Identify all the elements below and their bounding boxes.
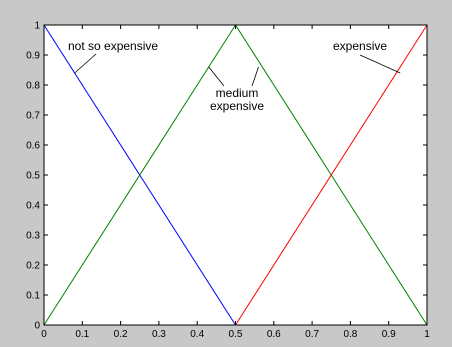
annotation-label: not so expensive (68, 39, 158, 53)
annotation-leader (251, 66, 259, 87)
y-tick-label: 1 (34, 21, 40, 32)
y-tick-label: 0.2 (26, 261, 40, 272)
y-tick-label: 0.9 (26, 51, 40, 62)
annotation-medium-expensive: medium expensive (208, 66, 264, 113)
x-tick-label: 0 (41, 329, 47, 340)
y-tick-label: 0.1 (26, 291, 40, 302)
annotation-label-line-1: medium (216, 86, 259, 100)
x-tick-label: 0.5 (229, 329, 243, 340)
x-tick-label: 0.9 (382, 329, 396, 340)
annotation-expensive: expensive (333, 39, 401, 74)
x-tick-label: 0.4 (190, 329, 204, 340)
annotation-label: expensive (333, 39, 387, 53)
y-tick-label: 0.6 (26, 141, 40, 152)
annotation-leader (359, 54, 401, 74)
x-tick-label: 0.2 (114, 329, 128, 340)
annotation-not-so-expensive: not so expensive (68, 39, 158, 74)
y-tick-label: 0.3 (26, 231, 40, 242)
x-tick-label: 0.1 (75, 329, 89, 340)
annotation-leader (74, 53, 97, 74)
y-tick-label: 0.5 (26, 171, 40, 182)
y-tick-label: 0.4 (26, 201, 40, 212)
plot-area (44, 25, 427, 325)
y-tick-label: 0.7 (26, 111, 40, 122)
annotation-leader (208, 66, 225, 87)
x-tick-label: 0.8 (343, 329, 357, 340)
x-tick-label: 0.3 (152, 329, 166, 340)
ticks-layer: 0 0.1 0.2 0.3 0.4 0.5 0.6 0.7 0.8 0.9 1 0 0.1 0.2 0.3 0… (26, 21, 430, 341)
x-tick-label: 0.7 (305, 329, 319, 340)
annotation-label-line-2: expensive (210, 99, 264, 113)
y-tick-label: 0.8 (26, 81, 40, 92)
x-tick-label: 0.6 (267, 329, 281, 340)
x-tick-label: 1 (424, 329, 430, 340)
y-tick-label: 0 (34, 321, 40, 332)
